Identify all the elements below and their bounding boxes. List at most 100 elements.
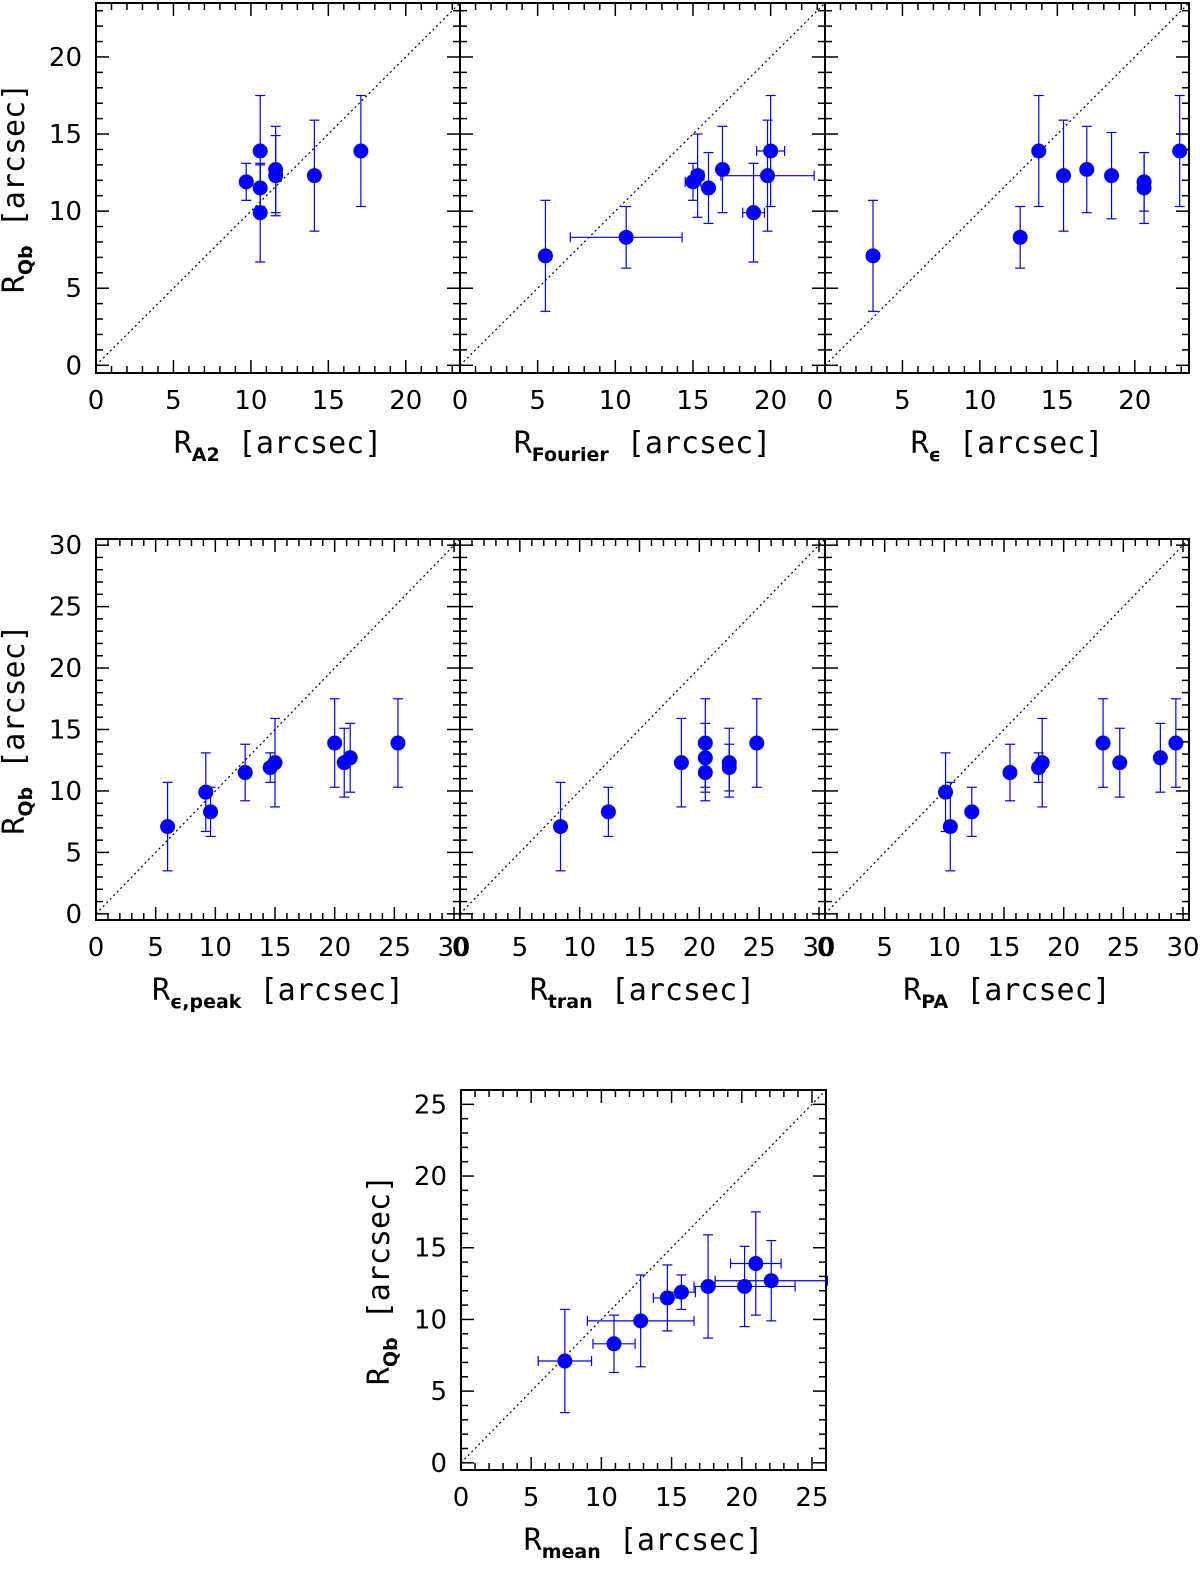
x-tick-label: 15 xyxy=(623,933,656,963)
x-tick-label: 0 xyxy=(88,933,105,963)
data-marker xyxy=(1172,143,1188,159)
data-point xyxy=(1079,125,1095,214)
data-point xyxy=(714,1239,829,1322)
data-point xyxy=(198,752,214,833)
y-axis-title: RQb [arcsec] xyxy=(362,1175,402,1385)
data-marker xyxy=(553,819,569,835)
data-point xyxy=(865,199,881,312)
data-point xyxy=(690,133,706,218)
data-marker xyxy=(203,804,219,820)
x-tick-label: 20 xyxy=(1118,386,1151,416)
x-tick-label: 20 xyxy=(725,1483,758,1513)
y-axis-title-main: R xyxy=(362,1366,397,1385)
y-tick-label: 15 xyxy=(49,716,82,746)
data-point xyxy=(652,1264,683,1332)
data-point xyxy=(1056,119,1072,232)
data-marker xyxy=(760,168,776,184)
y-tick-label: 20 xyxy=(49,43,82,73)
y-tick-label: 20 xyxy=(49,654,82,684)
data-point xyxy=(673,717,689,808)
panel-pa: 0 5 10 15 20 25 30 RPA [arcsec] xyxy=(817,538,1200,1013)
one-to-one-line xyxy=(460,539,825,915)
data-marker xyxy=(865,248,881,264)
data-point xyxy=(1034,717,1050,808)
data-point xyxy=(267,717,283,808)
data-point xyxy=(537,199,553,312)
data-marker xyxy=(673,755,689,771)
x-axis-title-main: R xyxy=(911,426,930,461)
data-marker xyxy=(673,1284,689,1300)
data-point xyxy=(203,786,219,838)
one-to-one-line xyxy=(461,1090,826,1464)
data-point xyxy=(729,1211,782,1316)
data-point xyxy=(327,698,343,788)
y-tick-label: 0 xyxy=(65,351,82,381)
x-axis-title-unit: [arcsec] xyxy=(941,426,1104,461)
x-tick-label: 15 xyxy=(655,1483,688,1513)
data-marker xyxy=(1079,162,1095,177)
data-point xyxy=(390,698,406,788)
one-to-one-line xyxy=(96,539,460,915)
data-point xyxy=(964,786,980,838)
x-axis-title-unit: [arcsec] xyxy=(948,973,1111,1008)
x-axis-title-unit: [arcsec] xyxy=(601,1523,764,1558)
data-marker xyxy=(763,143,779,159)
data-point xyxy=(1095,698,1111,788)
y-axis-title-unit: [arcsec] xyxy=(0,83,32,246)
data-marker xyxy=(237,765,253,781)
data-point xyxy=(721,743,737,792)
x-axis-title-main: R xyxy=(903,973,922,1008)
x-tick-label: 10 xyxy=(963,386,996,416)
x-tick-label: 0 xyxy=(817,933,834,963)
plot-frame xyxy=(459,538,826,921)
data-marker xyxy=(198,784,214,800)
y-tick-label: 5 xyxy=(430,1377,447,1407)
x-axis-title: Rmean [arcsec] xyxy=(524,1523,764,1563)
data-marker xyxy=(659,1290,675,1306)
data-point xyxy=(586,1274,695,1368)
y-axis-title-subscript: Qb xyxy=(15,245,37,275)
data-marker xyxy=(690,168,706,184)
data-marker xyxy=(1002,765,1018,781)
x-axis-title: RA2 [arcsec] xyxy=(174,426,383,466)
y-tick-label: 10 xyxy=(414,1305,447,1335)
x-axis-title-subscript: PA xyxy=(921,991,948,1013)
y-tick-label: 5 xyxy=(65,838,82,868)
x-tick-label: 20 xyxy=(1047,933,1080,963)
data-point xyxy=(1002,743,1018,802)
data-point xyxy=(1152,722,1168,793)
data-point xyxy=(749,698,765,788)
data-marker xyxy=(390,735,406,751)
x-axis-title-main: R xyxy=(514,426,533,461)
data-marker xyxy=(746,205,762,221)
data-point xyxy=(1172,94,1188,208)
data-marker xyxy=(942,819,958,835)
y-tick-label: 0 xyxy=(65,900,82,930)
one-to-one-line xyxy=(460,3,825,366)
y-tick-label: 15 xyxy=(414,1234,447,1264)
data-marker xyxy=(618,229,634,245)
x-tick-label: 15 xyxy=(676,386,709,416)
plot-frame xyxy=(824,2,1190,374)
data-point xyxy=(693,1245,796,1328)
x-tick-label: 15 xyxy=(258,933,291,963)
data-point xyxy=(569,205,683,269)
x-tick-label: 10 xyxy=(928,933,961,963)
data-marker xyxy=(938,784,954,800)
data-marker xyxy=(600,804,616,820)
data-point xyxy=(1104,131,1120,220)
data-point xyxy=(666,1274,697,1310)
data-marker xyxy=(327,735,343,751)
data-point xyxy=(592,1314,636,1374)
x-tick-label: 30 xyxy=(802,933,835,963)
data-point xyxy=(714,125,730,214)
x-tick-label: 10 xyxy=(585,1483,618,1513)
data-marker xyxy=(342,750,358,766)
x-tick-label: 25 xyxy=(1107,933,1140,963)
x-tick-label: 0 xyxy=(452,933,469,963)
data-point xyxy=(342,722,358,793)
data-marker xyxy=(537,248,553,264)
x-tick-label: 5 xyxy=(512,933,529,963)
